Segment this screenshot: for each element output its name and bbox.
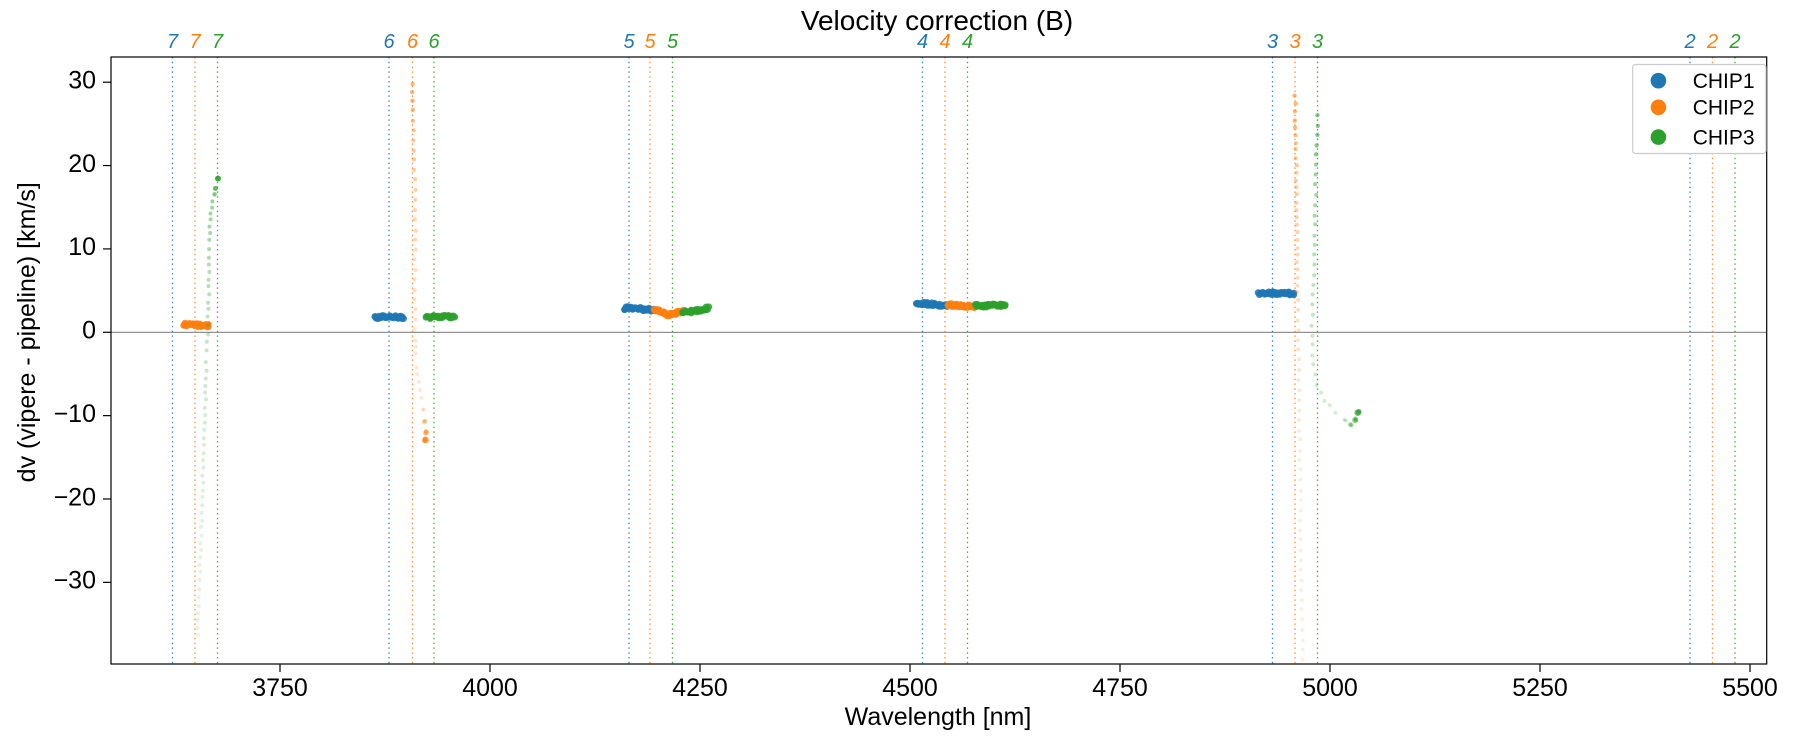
svg-text:3750: 3750 — [252, 674, 308, 702]
svg-text:3: 3 — [1267, 31, 1278, 53]
svg-text:−20: −20 — [54, 483, 96, 511]
svg-text:Velocity correction (B): Velocity correction (B) — [801, 5, 1073, 36]
svg-text:4000: 4000 — [462, 674, 518, 702]
svg-text:−10: −10 — [54, 400, 96, 428]
svg-text:10: 10 — [68, 233, 96, 261]
svg-text:3: 3 — [1312, 31, 1323, 53]
svg-text:5: 5 — [644, 31, 656, 53]
svg-text:5: 5 — [623, 31, 635, 53]
svg-text:4: 4 — [962, 31, 973, 53]
svg-text:0: 0 — [82, 317, 96, 345]
svg-text:5000: 5000 — [1302, 674, 1358, 702]
svg-text:6: 6 — [407, 31, 419, 53]
svg-text:Wavelength [nm]: Wavelength [nm] — [845, 703, 1032, 731]
svg-text:7: 7 — [212, 31, 224, 53]
svg-text:2: 2 — [1706, 31, 1718, 53]
svg-text:4250: 4250 — [672, 674, 728, 702]
svg-text:3: 3 — [1289, 31, 1300, 53]
svg-text:20: 20 — [68, 150, 96, 178]
svg-text:7: 7 — [167, 31, 179, 53]
svg-text:2: 2 — [1728, 31, 1740, 53]
svg-text:7: 7 — [189, 31, 201, 53]
svg-text:4500: 4500 — [882, 674, 938, 702]
svg-text:30: 30 — [68, 67, 96, 95]
svg-text:4750: 4750 — [1092, 674, 1148, 702]
svg-text:5: 5 — [667, 31, 679, 53]
svg-text:5250: 5250 — [1512, 674, 1568, 702]
svg-text:CHIP3: CHIP3 — [1693, 127, 1755, 150]
svg-text:5500: 5500 — [1722, 674, 1778, 702]
svg-text:6: 6 — [383, 31, 395, 53]
svg-text:6: 6 — [428, 31, 440, 53]
svg-text:CHIP2: CHIP2 — [1693, 97, 1755, 120]
svg-text:−30: −30 — [54, 567, 96, 595]
svg-text:2: 2 — [1683, 31, 1695, 53]
svg-text:CHIP1: CHIP1 — [1693, 70, 1755, 93]
svg-text:dv (vipere - pipeline) [km/s]: dv (vipere - pipeline) [km/s] — [13, 182, 41, 482]
svg-text:4: 4 — [917, 31, 928, 53]
svg-text:4: 4 — [939, 31, 950, 53]
